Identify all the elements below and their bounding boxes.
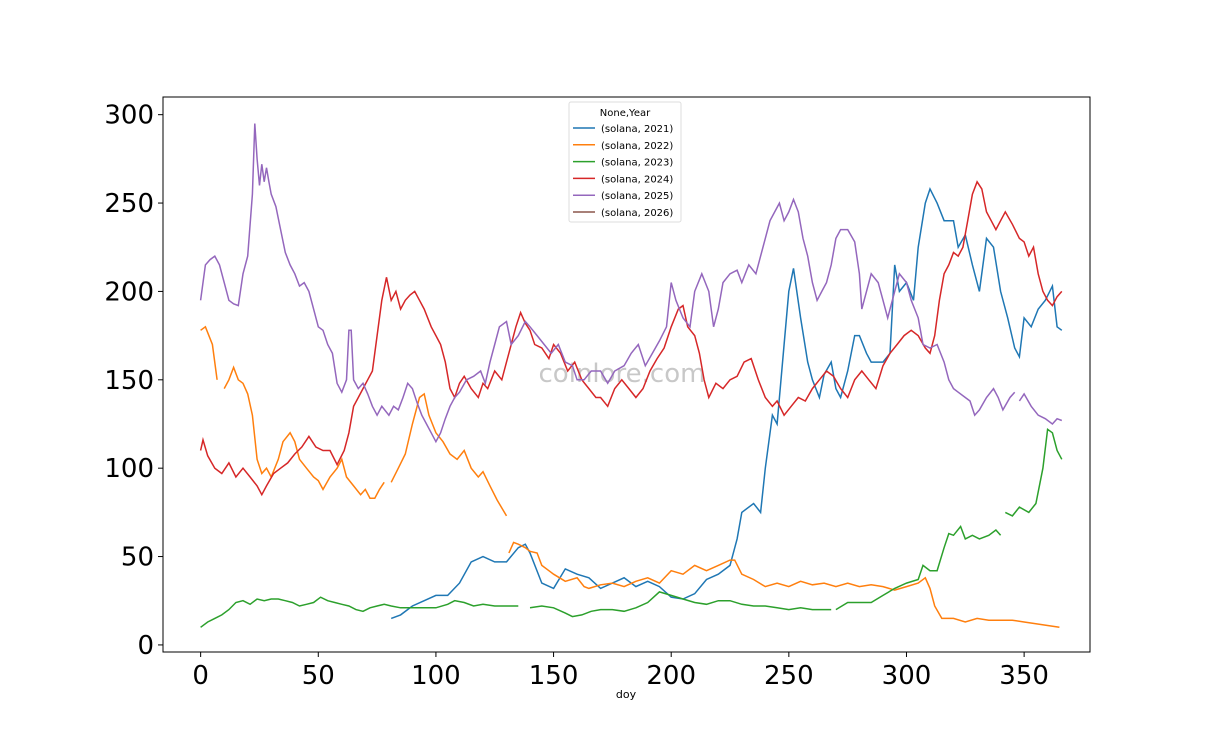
- x-tick-label: 100: [411, 661, 461, 691]
- y-tick-label: 0: [137, 631, 154, 661]
- x-axis-label: doy: [616, 688, 637, 701]
- legend: None,Year (solana, 2021) (solana, 2022) (s…: [568, 101, 682, 223]
- x-tick-label: 300: [882, 661, 932, 691]
- x-tick-label: 50: [302, 661, 335, 691]
- y-axis: 0 50 100 150 200 250 300: [104, 101, 163, 661]
- series-lines: [199, 123, 1063, 629]
- legend-entry: (solana, 2023): [601, 158, 673, 169]
- legend-entry: (solana, 2021): [601, 124, 673, 135]
- y-tick-label: 100: [104, 454, 154, 484]
- x-tick-label: 350: [999, 661, 1049, 691]
- y-tick-label: 250: [104, 189, 154, 219]
- y-tick-label: 300: [104, 101, 154, 131]
- y-tick-label: 150: [104, 366, 154, 396]
- series-line-3: [199, 180, 1063, 497]
- x-tick-label: 150: [529, 661, 579, 691]
- series-line-4: [199, 123, 1063, 444]
- series-line-0: [390, 186, 1063, 620]
- legend-entry: (solana, 2025): [601, 191, 673, 202]
- legend-entry: (solana, 2026): [601, 208, 673, 219]
- x-tick-label: 200: [646, 661, 696, 691]
- y-tick-label: 50: [121, 543, 154, 573]
- legend-box: [568, 101, 682, 223]
- x-tick-label: 250: [764, 661, 814, 691]
- legend-entry: (solana, 2022): [601, 141, 673, 152]
- y-tick-label: 200: [104, 277, 154, 307]
- x-tick-label: 0: [192, 661, 209, 691]
- plot-area-frame: [162, 96, 1091, 653]
- legend-title: None,Year: [600, 108, 651, 119]
- watermark: coinlore.com: [539, 359, 706, 389]
- x-axis: 0 50 100 150 200 250 300 350: [192, 652, 1049, 691]
- series-line-1: [200, 325, 1060, 629]
- series-line-2: [200, 427, 1063, 628]
- legend-entry: (solana, 2024): [601, 174, 673, 185]
